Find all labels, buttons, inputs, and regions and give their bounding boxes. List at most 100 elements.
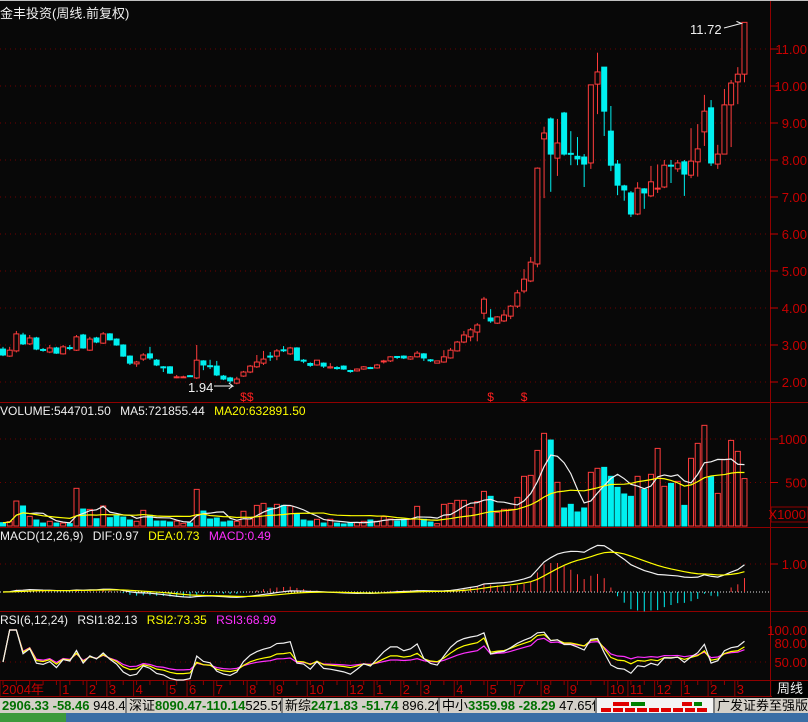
volume-bar [694,442,701,527]
volume-bar [46,520,53,527]
candle [440,356,447,363]
start-button[interactable] [0,713,66,722]
volume-bar [641,488,648,527]
candle [273,350,280,357]
period-selector[interactable]: 周线 [772,681,808,697]
volume-bar [126,519,133,527]
rsi2-value: RSI2:73.35 [146,613,207,627]
candle [741,21,748,75]
candle [554,142,561,159]
volume-bar [607,475,614,527]
high-price-label: 11.72 [690,22,722,37]
time-axis-label: 3 [109,682,116,697]
candle [227,377,234,382]
volume-bar [133,520,140,527]
candle [13,333,20,352]
candle [601,66,608,112]
low-price-arrow-head [228,385,234,390]
price-axis-label: 9.00 [782,116,807,131]
candle [360,366,367,370]
candle [146,353,153,359]
rsi-header: RSI(6,12,24) RSI1:82.13 RSI2:73.35 RSI3:… [0,613,282,627]
volume-bar [728,439,735,527]
volume-axis-label: 1000 [778,432,807,447]
volume-bar [233,520,240,527]
price-axis-label: 11.00 [775,42,807,57]
volume-bar [267,507,274,527]
status-index-sh[interactable]: 2906.33 -58.46 948.4亿 [0,698,127,713]
candle [33,337,40,350]
candle [260,358,267,364]
candle [694,148,701,163]
volume-bar [320,522,327,527]
stock-chart[interactable]: 2.003.004.005.006.007.008.009.0010.0011.… [0,0,808,698]
volume-bar [434,523,441,527]
candle [20,334,27,345]
price-axis-label: 8.00 [782,153,807,168]
volume-bar [480,490,487,527]
candle [394,355,401,358]
volume-value: VOLUME:544701.50 [0,404,111,418]
candle [126,355,133,364]
volume-bar [581,507,588,527]
candle [374,364,381,369]
candle [280,349,287,352]
status-index-sz[interactable]: 深证8090.47-110.14525.5亿 [127,698,283,713]
volume-bar [347,522,354,527]
volume-bar [180,522,187,527]
macd-header: MACD(12,26,9) DIF:0.97 DEA:0.73 MACD:0.4… [0,529,277,543]
volume-bar [627,495,634,527]
volume-bar [307,520,314,527]
volume-bar [86,508,93,527]
candle [547,118,554,155]
status-index-xz[interactable]: 新综2471.83 -51.74 896.2亿 [283,698,440,713]
sz-change: -110.14 [202,698,246,713]
candle [521,278,528,292]
time-axis-label: 10 [610,682,624,697]
candle [140,354,147,360]
candle [173,376,180,379]
time-axis-label: 7 [216,682,223,697]
volume-bar [340,523,347,527]
candle [681,161,688,175]
volume-bar [681,504,688,527]
volume-bar [367,519,374,527]
status-index-zx[interactable]: 中小3359.98 -28.29 47.65亿 [440,698,597,713]
volume-bar [674,480,681,527]
taskbar [0,713,808,722]
candle [200,360,207,366]
status-bar: 2906.33 -58.46 948.4亿 深证8090.47-110.1452… [0,698,808,714]
volume-bar [140,509,147,527]
candle [293,347,300,361]
time-axis-label: 3 [423,682,430,697]
rsi1-value: RSI1:82.13 [77,613,138,627]
xz-amount: 896.2亿 [402,698,438,713]
macd-dif: DIF:0.97 [92,529,139,543]
time-axis-label: 2 [89,682,96,697]
candle [267,355,274,358]
volume-bar [287,505,294,527]
volume-bar [614,486,621,527]
time-axis-label: 9 [570,682,577,697]
candle [380,360,387,363]
candle [474,324,481,333]
sh-amount: 948.4亿 [93,698,126,713]
volume-bar [514,496,521,527]
candle [641,188,648,194]
volume-bar [534,449,541,527]
volume-bar [521,475,528,527]
candle [514,292,521,307]
candle [247,365,254,373]
volume-bar [173,520,180,527]
volume-bar [721,458,728,527]
sz-amount: 525.5亿 [245,698,281,713]
volume-bar [587,471,594,527]
volume-bar [654,447,661,527]
volume-bar [53,522,60,527]
volume-bar [601,466,608,527]
chart-title: 金丰投资(周线.前复权) [0,6,130,21]
zx-name: 中小 [442,698,469,713]
volume-bar [220,521,227,527]
time-axis-label: 12 [657,682,671,697]
time-axis-label: 1 [376,682,383,697]
